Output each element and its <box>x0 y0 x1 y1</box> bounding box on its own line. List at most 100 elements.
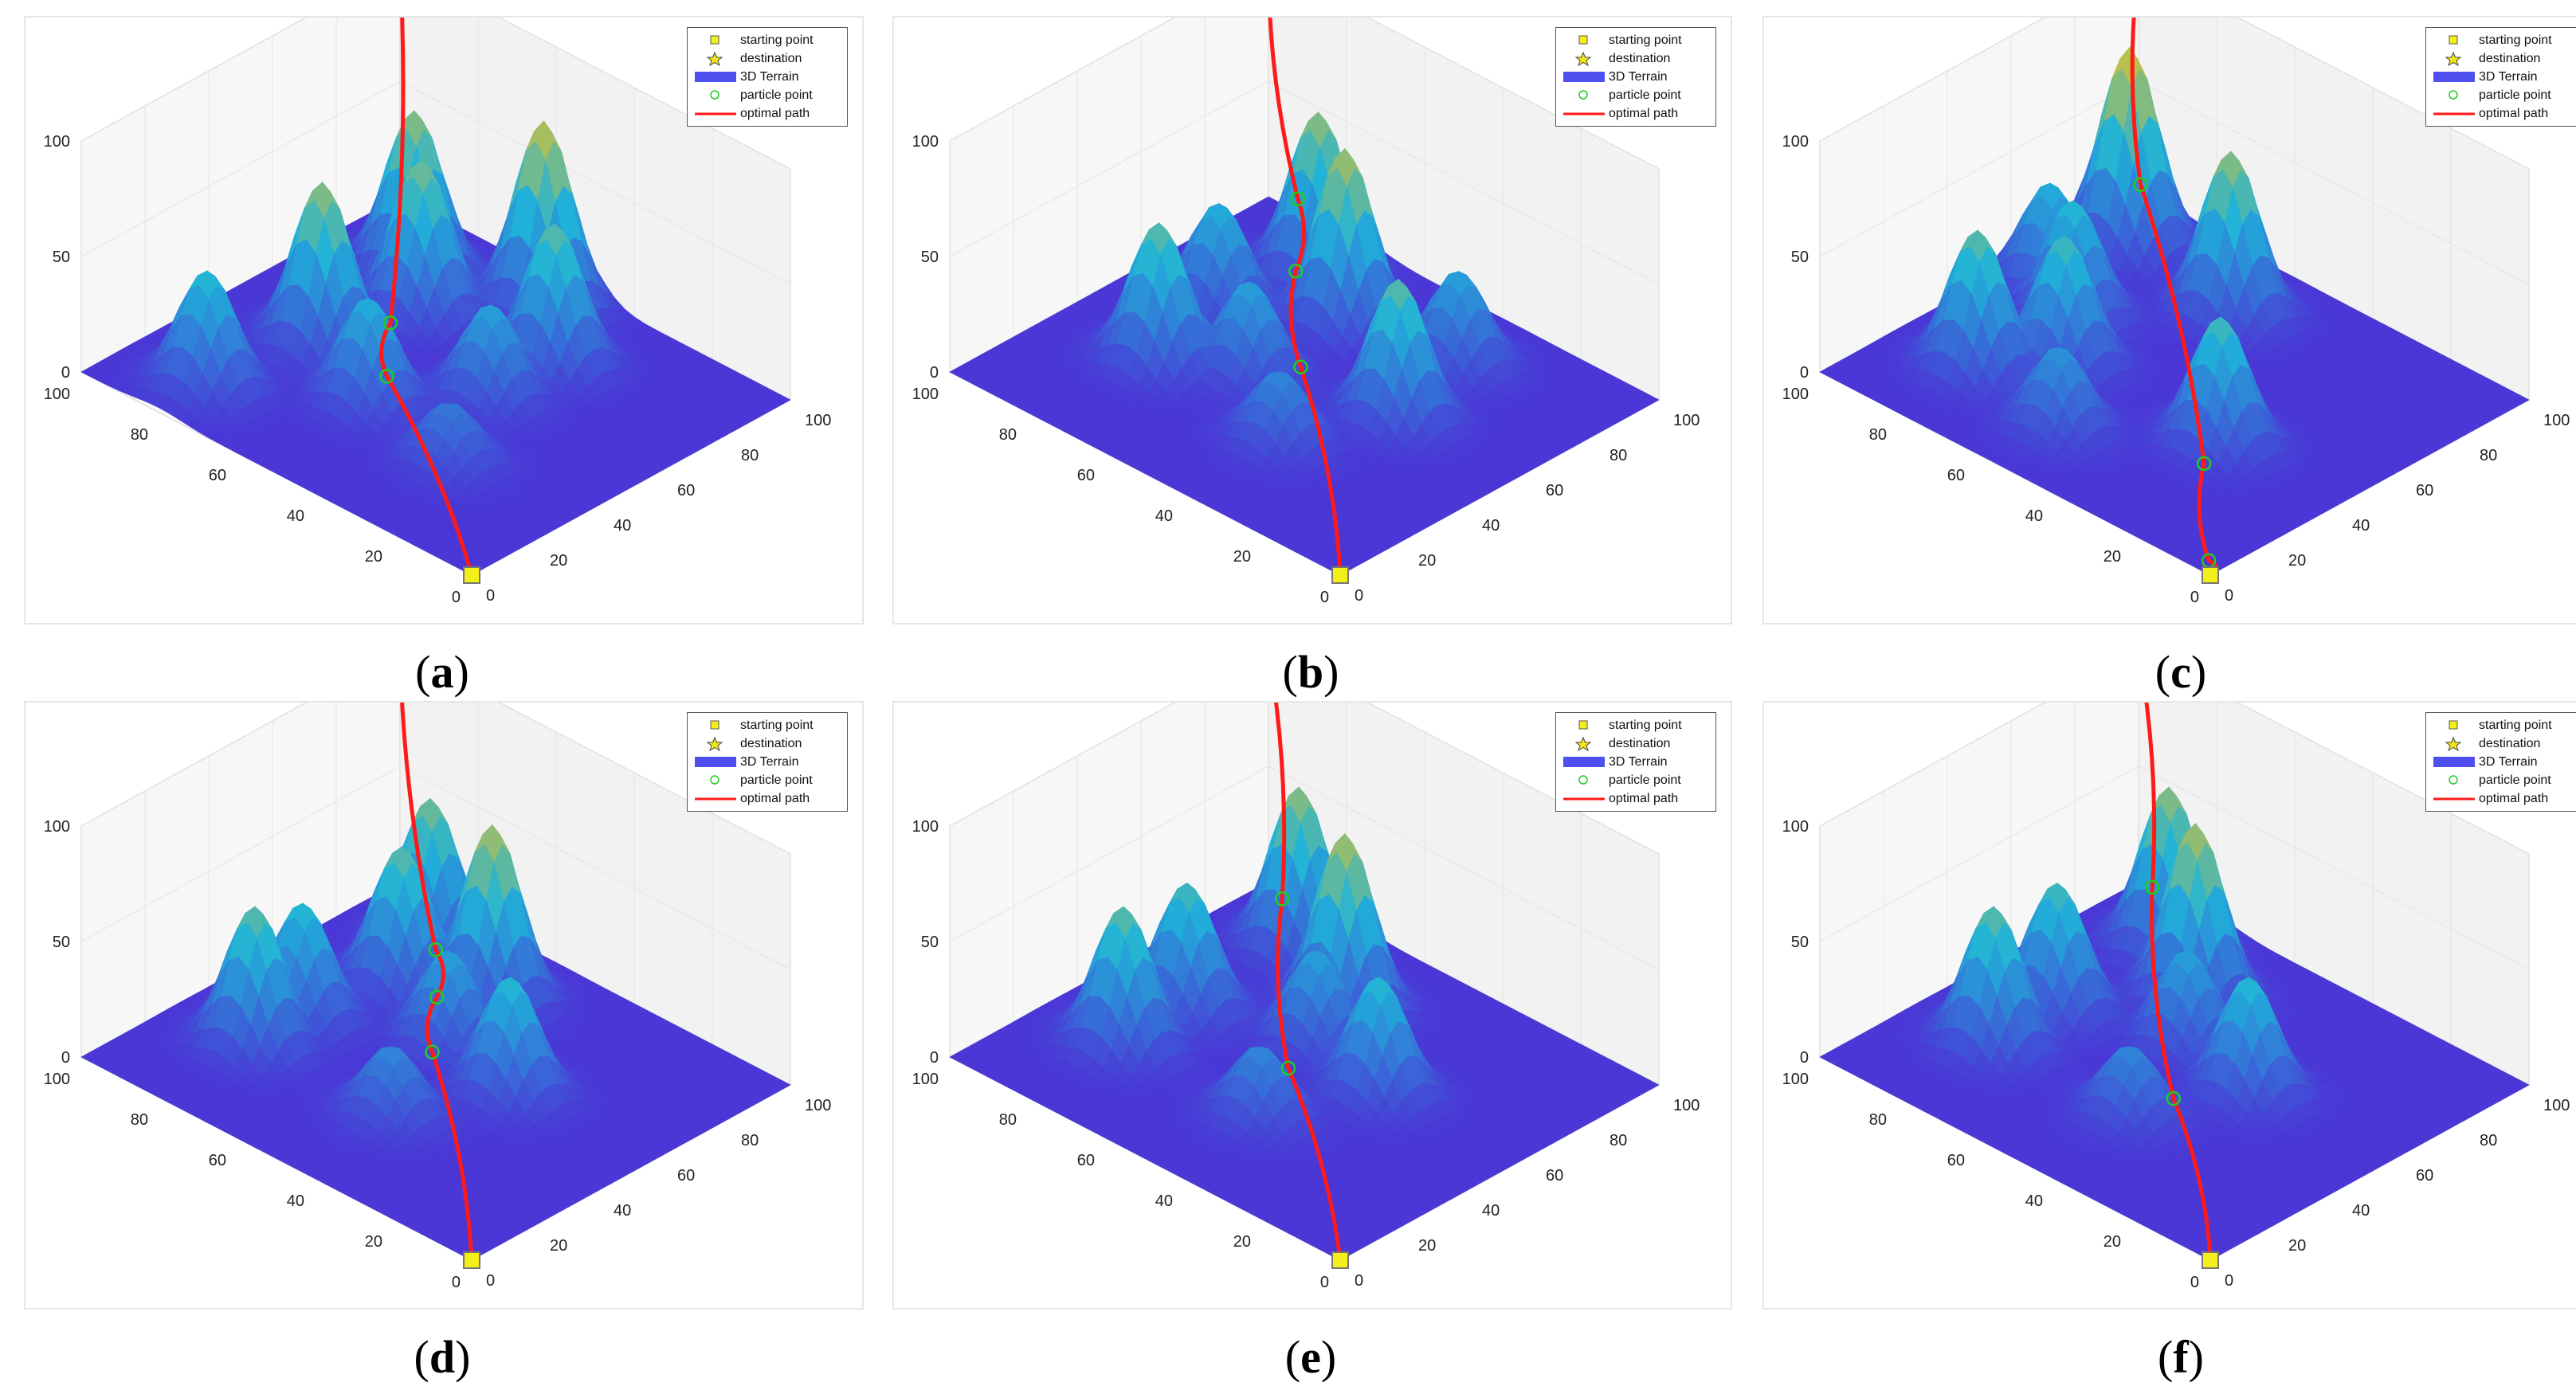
legend-label: optimal path <box>740 106 810 120</box>
y-tick-label: 80 <box>1869 1111 1887 1129</box>
subplot-caption: (a) <box>415 646 469 698</box>
legend-label: starting point <box>2479 33 2552 47</box>
subplot-caption: (d) <box>414 1331 471 1383</box>
y-tick-label: 80 <box>1869 426 1887 444</box>
subplot-caption: (b) <box>1282 646 1339 698</box>
plot-area: 0 20 40 60 80 100 0 20 40 60 80 100 0 50 100 starting p… <box>1762 16 2576 625</box>
legend: starting point destination 3D Terrain parti… <box>1555 712 1716 812</box>
y-tick-label: 60 <box>1947 467 1965 484</box>
subplot-b: 0 20 40 60 80 100 0 20 40 60 80 100 0 50 100 starting p… <box>892 16 1732 698</box>
optimal-path-line <box>379 18 474 576</box>
legend-item-terrain: 3D Terrain <box>1559 753 1711 771</box>
terrain-surface <box>949 786 1660 1261</box>
legend-symbol <box>691 51 740 67</box>
y-tick-label: 20 <box>365 548 382 566</box>
y-tick-label: 0 <box>452 589 461 606</box>
optimal-path-line <box>2130 18 2219 578</box>
y-tick-label: 80 <box>999 1111 1017 1129</box>
subplot-caption: (c) <box>2155 646 2207 698</box>
x-tick-label: 0 <box>2225 1272 2233 1290</box>
legend-item-dest: destination <box>2429 734 2576 753</box>
particle-point <box>429 989 445 1005</box>
legend-symbol <box>2429 791 2479 807</box>
terrain-surface <box>80 797 791 1261</box>
legend-label: 3D Terrain <box>1609 69 1668 84</box>
x-tick-label: 60 <box>2416 1167 2433 1185</box>
legend: starting point destination 3D Terrain parti… <box>687 712 848 812</box>
legend-label: optimal path <box>740 791 810 805</box>
x-tick-label: 40 <box>2352 517 2370 534</box>
y-tick-label: 40 <box>1155 507 1173 525</box>
z-tick-label: 50 <box>921 934 939 951</box>
legend-symbol <box>691 773 740 789</box>
x-tick-label: 0 <box>1355 1272 1363 1290</box>
x-tick-label: 60 <box>677 482 695 499</box>
surface-plot: 0 20 40 60 80 100 0 20 40 60 80 100 0 50 100 <box>1782 703 2570 1291</box>
surface-plot: 0 20 40 60 80 100 0 20 40 60 80 100 0 50 100 <box>1782 18 2570 606</box>
plot-area: 0 20 40 60 80 100 0 20 40 60 80 100 0 50 100 starting p… <box>24 16 864 625</box>
x-tick-label: 80 <box>1610 447 1627 464</box>
y-tick-label: 80 <box>999 426 1017 444</box>
legend-item-start: starting point <box>2429 31 2576 49</box>
particle-point <box>1288 264 1304 279</box>
plot-area: 0 20 40 60 80 100 0 20 40 60 80 100 0 50 100 starting p… <box>24 701 864 1310</box>
legend-label: optimal path <box>1609 791 1679 805</box>
subplot-label: a <box>430 646 454 698</box>
legend-label: 3D Terrain <box>2479 754 2538 769</box>
optimal-path-line <box>1268 18 1343 576</box>
terrain-surface <box>1819 46 2530 576</box>
surface-plot: 0 20 40 60 80 100 0 20 40 60 80 100 0 50 100 <box>912 703 1700 1291</box>
legend-item-path: optimal path <box>2429 789 2576 808</box>
legend-symbol <box>2429 718 2479 734</box>
y-tick-label: 40 <box>2025 507 2043 525</box>
legend-label: 3D Terrain <box>740 69 799 84</box>
z-tick-label: 50 <box>1791 249 1809 266</box>
plot-area: 0 20 40 60 80 100 0 20 40 60 80 100 0 50 100 starting p… <box>1762 701 2576 1310</box>
particle-point <box>2196 456 2212 472</box>
x-tick-label: 20 <box>2288 1237 2306 1255</box>
y-tick-label: 100 <box>1782 386 1809 403</box>
start-marker <box>463 1251 480 1269</box>
legend-symbol <box>1559 69 1609 85</box>
legend-symbol <box>2429 736 2479 752</box>
particle-point <box>1293 359 1308 374</box>
x-tick-label: 80 <box>741 447 759 464</box>
legend-item-particle: particle point <box>691 86 842 104</box>
legend: starting point destination 3D Terrain parti… <box>2425 712 2576 812</box>
subplot-d: 0 20 40 60 80 100 0 20 40 60 80 100 0 50 100 starting p… <box>24 701 864 1383</box>
subplot-label: b <box>1297 646 1324 698</box>
particle-point <box>379 369 394 384</box>
legend-label: 3D Terrain <box>1609 754 1668 769</box>
y-tick-label: 20 <box>365 1233 382 1251</box>
legend-symbol <box>1559 33 1609 49</box>
x-tick-label: 80 <box>2480 447 2497 464</box>
particle-point <box>382 315 398 331</box>
particle-point <box>2166 1091 2182 1106</box>
legend-item-particle: particle point <box>2429 771 2576 789</box>
subplot-a: 0 20 40 60 80 100 0 20 40 60 80 100 0 50 100 starting p… <box>24 16 864 698</box>
z-tick-label: 100 <box>44 818 70 836</box>
legend-label: particle point <box>1609 773 1681 787</box>
legend-symbol <box>1559 773 1609 789</box>
x-tick-label: 80 <box>741 1132 759 1149</box>
legend-label: starting point <box>740 33 814 47</box>
subplot-c: 0 20 40 60 80 100 0 20 40 60 80 100 0 50 100 starting p… <box>1762 16 2576 698</box>
y-tick-label: 60 <box>1077 1152 1095 1169</box>
legend-label: destination <box>1609 51 1671 65</box>
legend-item-start: starting point <box>691 31 842 49</box>
subplot-label: f <box>2173 1331 2189 1383</box>
x-tick-label: 100 <box>805 1097 831 1114</box>
legend-item-dest: destination <box>1559 49 1711 68</box>
legend-label: optimal path <box>2479 106 2549 120</box>
legend-symbol <box>1559 88 1609 104</box>
z-tick-label: 100 <box>912 818 939 836</box>
start-marker <box>2202 566 2219 584</box>
particle-point <box>1290 191 1306 206</box>
legend-symbol <box>691 106 740 122</box>
legend-label: starting point <box>2479 718 2552 732</box>
legend-item-particle: particle point <box>1559 86 1711 104</box>
legend-symbol <box>2429 69 2479 85</box>
start-marker <box>1331 1251 1349 1269</box>
x-tick-label: 40 <box>2352 1202 2370 1220</box>
y-tick-label: 0 <box>2190 589 2199 606</box>
